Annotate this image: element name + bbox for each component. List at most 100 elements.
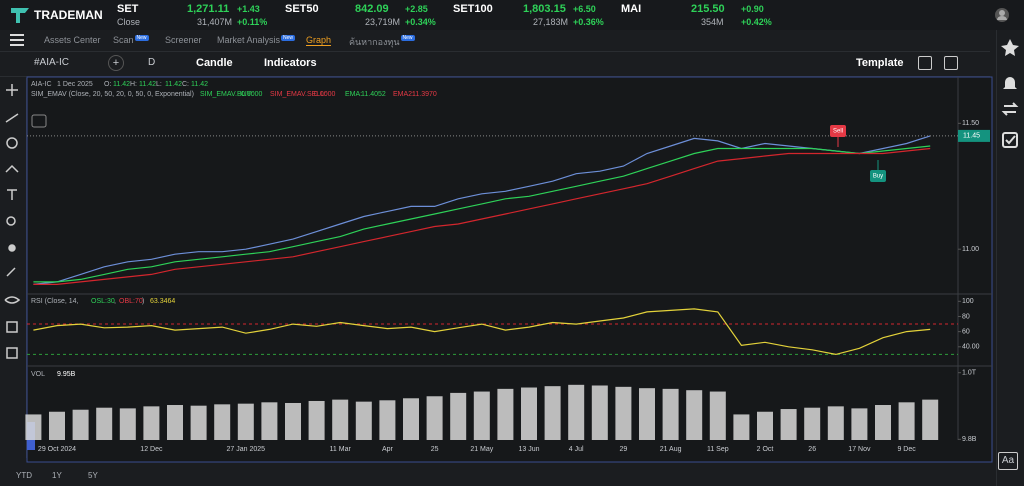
layout-button[interactable] [918, 56, 932, 70]
volume-bar [403, 398, 419, 440]
indicators[interactable]: Indicators [264, 57, 317, 69]
x-tick-label: 21 Aug [660, 446, 682, 453]
indicator-label: SIM_EMAV.BUY: [200, 91, 253, 98]
chart-type[interactable]: Candle [196, 57, 233, 69]
indicator-value: 11.3970 [412, 91, 437, 98]
signal-label: Sell [833, 129, 843, 135]
y-tick-label: 60 [962, 328, 970, 335]
new-badge: New [134, 35, 149, 41]
ticker-price: 1,271.11 [187, 3, 230, 15]
price-tag [958, 129, 990, 142]
ticker-pct: +0.42% [741, 17, 772, 27]
x-tick-label: 26 [808, 446, 816, 453]
y-tick-label: 80 [962, 313, 970, 320]
volume-bar [898, 402, 915, 440]
volume-bar [497, 388, 514, 440]
range-button[interactable]: YTD [16, 471, 32, 480]
ticker-volume: 27,183M [533, 17, 569, 27]
volume-bar [450, 392, 467, 440]
symbol[interactable]: #AIA-IC [34, 57, 70, 68]
ticker-name: SET100 [453, 3, 493, 15]
ticker-change: +0.90 [741, 4, 764, 14]
ticker-price: 1,803.15 [523, 3, 566, 15]
nav-item[interactable]: Assets Center [44, 35, 101, 45]
series-line [33, 145, 931, 283]
ohlc-value: 11.42 [191, 81, 208, 88]
range-button[interactable]: 1Y [52, 471, 62, 480]
rsi-title: ) [142, 298, 145, 305]
nav-item[interactable]: Screener [165, 35, 202, 45]
volume-bar [237, 403, 254, 440]
x-tick-label: 4 Jul [569, 446, 584, 453]
ticker-sub: Close [117, 17, 141, 27]
interval[interactable]: D [148, 57, 156, 68]
volume-bar [922, 399, 939, 440]
ticker-volume: 354M [701, 17, 724, 27]
ticker-pct: +0.36% [573, 17, 604, 27]
x-tick-label: 12 Dec [140, 446, 163, 453]
indicator-label: SIM_EMAV.SELL: [270, 91, 327, 98]
volume-bar [379, 400, 396, 440]
add-symbol[interactable]: + [108, 55, 124, 71]
y-tick-label: 11.50 [962, 120, 979, 127]
volume-bar [426, 396, 443, 440]
snapshot-button[interactable] [944, 56, 958, 70]
sidebar-icons[interactable] [998, 36, 1022, 156]
indicator-value: 0.0000 [314, 91, 336, 98]
volume-bar [355, 401, 372, 440]
collapse-button[interactable] [31, 114, 47, 128]
ohlc-value: 11.42 [113, 81, 130, 88]
volume-bar [851, 408, 868, 440]
font-button[interactable]: Aa [998, 452, 1018, 470]
volume-bar [214, 404, 231, 440]
volume-bar [521, 387, 537, 440]
volume-bar [190, 405, 207, 440]
ticker-change: +2.85 [405, 4, 428, 14]
menu[interactable] [10, 34, 26, 46]
indicator-label: EMA: [345, 91, 363, 98]
ticker-volume: 31,407M [197, 17, 233, 27]
x-tick-label: 11 Sep [707, 446, 729, 453]
x-tick-label: 21 May [470, 446, 493, 453]
ticker-change: +6.50 [573, 4, 596, 14]
indicator-value: 11.4052 [361, 91, 386, 98]
ohlc-label: L: [156, 81, 162, 88]
volume-bar [308, 400, 325, 440]
nav-item[interactable]: ค้นหากองทุน New [349, 35, 415, 47]
new-badge: New [400, 35, 415, 41]
ticker-pct: +0.34% [405, 17, 436, 27]
ticker-price: 842.09 [355, 3, 389, 15]
nav-item[interactable]: Graph [306, 35, 332, 46]
volume-bar [261, 402, 278, 440]
rsi-title: , [114, 298, 116, 305]
logo: TRADEMAN [34, 8, 103, 22]
y-tick-label: 100 [962, 298, 974, 305]
volume-bar [662, 388, 679, 440]
logo-icon [11, 8, 29, 23]
template[interactable]: Template [856, 57, 904, 69]
vol-value: 9.95B [57, 371, 76, 378]
rsi-title: RSI (Close, 14, [31, 298, 79, 305]
ticker-name: SET [117, 3, 139, 15]
signal-label: Buy [873, 174, 883, 180]
x-tick-label: 29 Oct 2024 [38, 446, 76, 453]
new-badge: New [281, 35, 296, 41]
volume-bar [25, 414, 42, 440]
volume-bar [709, 391, 726, 440]
top-bar [0, 0, 1024, 30]
signal-box [870, 170, 886, 182]
range-button[interactable]: 5Y [88, 471, 98, 480]
tool-icons[interactable] [4, 84, 21, 359]
volume-bar [285, 402, 301, 440]
avatar[interactable] [994, 7, 1010, 23]
signal-box [830, 125, 846, 137]
nav-item[interactable]: Market Analysis New [217, 35, 296, 45]
ticker-price: 215.50 [691, 3, 725, 15]
volume-bar [780, 409, 797, 440]
volume-bar [49, 411, 65, 440]
rsi-title: OBL:70 [119, 298, 143, 305]
nav-item[interactable]: Scan New [113, 35, 149, 45]
volume-bar [591, 385, 608, 440]
indicator-label: EMA2: [393, 91, 415, 98]
